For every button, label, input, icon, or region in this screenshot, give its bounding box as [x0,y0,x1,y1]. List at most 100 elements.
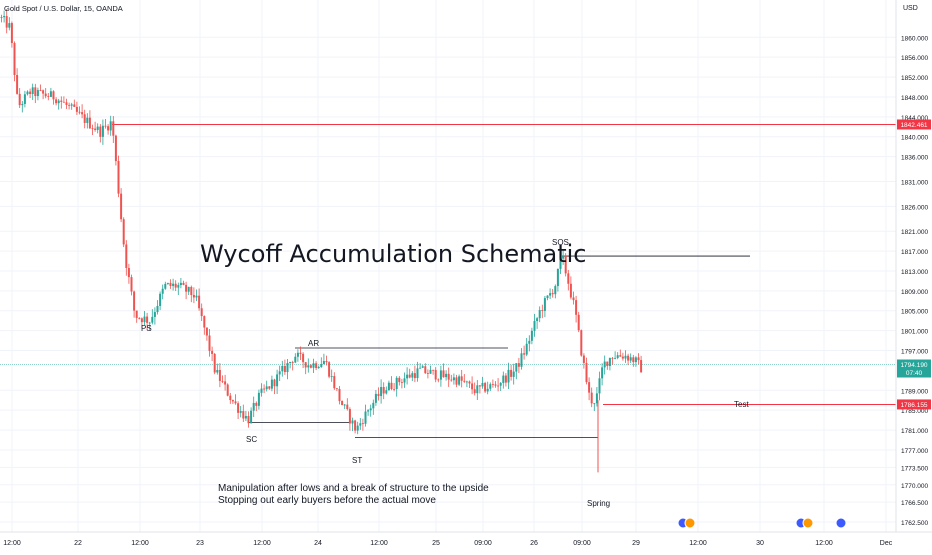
candle-body [109,121,112,131]
candle-body [52,91,55,100]
candle-body [309,365,312,368]
candle-body [619,355,622,357]
y-tick-label: 1797.000 [901,349,928,356]
currency-label[interactable]: USD [903,5,918,12]
candle-body [159,293,162,306]
candle-body [393,388,396,390]
candle-body [429,369,432,374]
candle-body [543,298,546,311]
candle-body [55,99,58,104]
candle-body [606,361,609,367]
candle-body [216,369,219,373]
candle-body [616,355,619,358]
candle-body [411,373,414,378]
candle-body [484,382,487,392]
y-tick-label: 1781.000 [901,428,928,435]
candle-body [517,363,520,367]
candle-body [497,385,500,387]
candle-body [68,104,71,106]
candle-body [244,415,247,419]
candle-body [403,378,406,383]
calendar-events[interactable] [677,517,847,529]
us-flag-icon[interactable] [835,517,847,529]
candle-body [621,356,624,359]
candle-body [546,295,549,299]
candle-body [94,128,97,130]
chart-title: Wycoff Accumulation Schematic [200,240,586,268]
candle-body [525,343,528,355]
candle-body [494,384,497,386]
candle-body [377,393,380,397]
candle-body [312,363,315,368]
candle-body [372,402,375,409]
candle-body [57,100,60,104]
candle-body [146,316,149,323]
time-axis[interactable]: 12:00 22 12:00 23 12:00 24 12:00 25 09:00 26 09:00… [3,540,892,547]
candle-body [247,415,250,424]
candle-body [567,273,570,284]
x-tick-label: 25 [432,540,440,547]
x-tick-label: 23 [196,540,204,547]
candle-body [34,87,37,97]
candle-body [107,126,110,131]
candle-body [580,330,583,356]
candle-body [96,126,99,130]
y-tick-label: 1840.000 [901,135,928,142]
candle-body [143,316,146,323]
y-tick-label: 1777.000 [901,448,928,455]
candle-body [114,135,117,162]
y-tick-label: 1844.000 [901,115,928,122]
candle-body [91,128,94,130]
candle-body [205,327,208,336]
annotation-labels: PS SC AR ST SOS Spring Test [141,238,749,508]
candle-body [148,322,151,324]
candle-body [125,244,128,268]
candle-body [31,87,34,94]
candle-body [530,330,533,341]
candle-body [29,91,32,94]
candle-body [117,161,120,194]
label-sc: SC [246,435,257,444]
candle-body [335,388,338,390]
candle-body [273,379,276,387]
x-tick-label: 12:00 [3,540,21,547]
candle-body [195,295,198,298]
candle-series [0,9,643,473]
y-tick-label: 1852.000 [901,75,928,82]
candle-body [322,361,325,365]
candle-body [455,377,458,385]
candle-body [629,357,632,361]
event-icon[interactable] [684,517,696,529]
candle-body [265,386,268,390]
price-axis[interactable]: 1860.000 1856.000 1852.000 1848.000 1844.000… [897,35,931,527]
candle-body [174,283,177,288]
candle-body [21,103,24,106]
candle-body [169,282,172,286]
candle-body [62,101,65,103]
candle-body [221,380,224,382]
label-ar: AR [308,339,319,348]
candle-body [307,365,310,368]
candle-body [317,367,320,369]
event-icon[interactable] [802,517,814,529]
candle-body [104,125,107,127]
candle-body [520,353,523,367]
candle-body [182,282,185,285]
candle-body [281,366,284,372]
candle-body [198,295,201,309]
candle-body [166,282,169,284]
candle-body [42,90,45,94]
candle-body [343,404,346,406]
candle-body [491,384,494,386]
candle-body [432,369,435,371]
candle-body [39,90,42,91]
candle-body [634,357,637,363]
candle-body [608,357,611,367]
candle-body [486,388,489,392]
candle-body [133,291,136,311]
candle-body [437,379,440,381]
candle-body [577,314,580,331]
candle-body [356,425,359,431]
